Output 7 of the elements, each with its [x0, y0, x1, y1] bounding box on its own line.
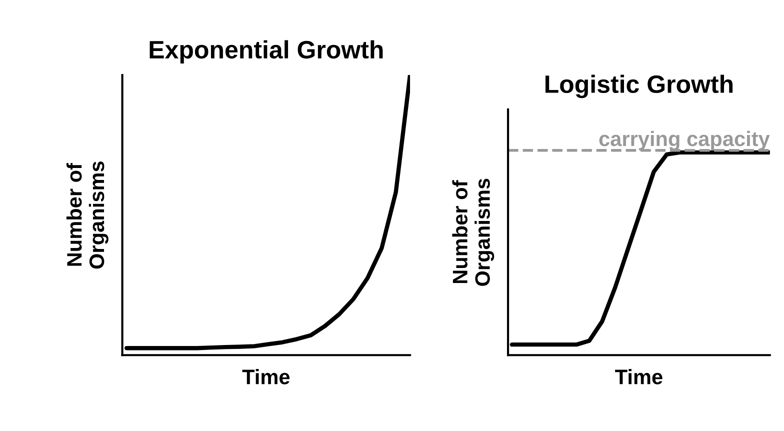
chart-title: Logistic Growth: [546, 74, 733, 98]
x-axis-title: Time: [242, 369, 290, 384]
chart-title: Exponential Growth: [150, 40, 383, 64]
y-axis-title: Number of Organisms: [452, 178, 494, 286]
x-axis-title: Time: [615, 369, 662, 384]
y-axis-title: Number of Organisms: [66, 162, 108, 269]
ref-line-label: carrying capacity: [599, 130, 770, 150]
